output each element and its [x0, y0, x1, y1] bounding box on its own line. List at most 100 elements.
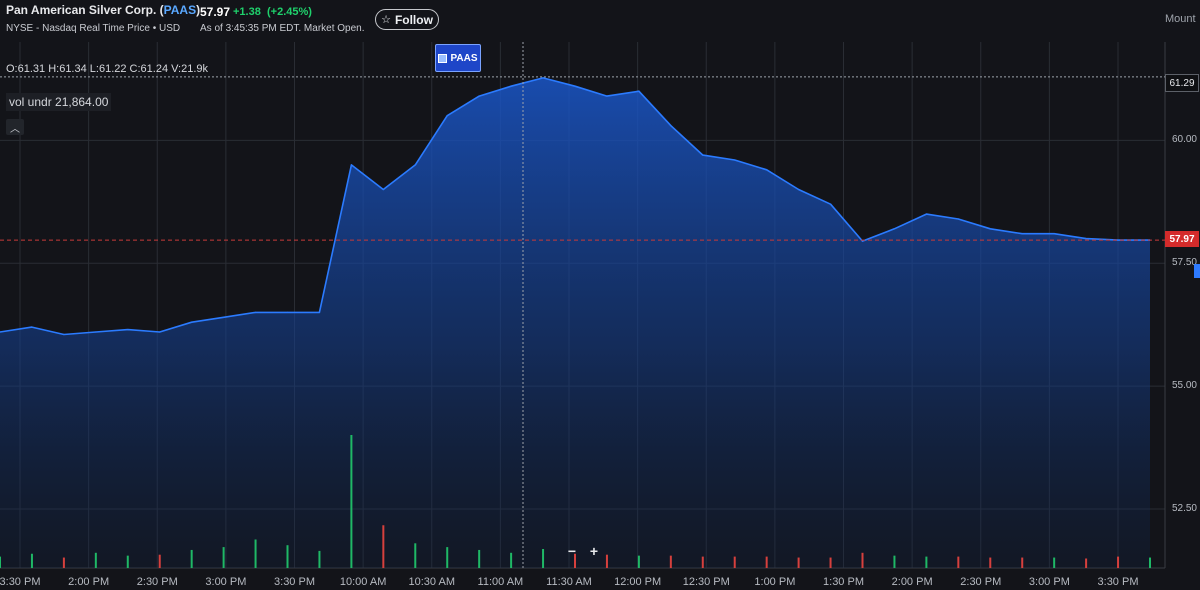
price-point — [191, 321, 193, 323]
volume-bar — [989, 557, 992, 568]
price-point — [1021, 233, 1023, 235]
price-point — [606, 95, 608, 97]
x-tick-label: 12:00 PM — [614, 576, 661, 588]
y-tick-label: 55.00 — [1171, 380, 1197, 392]
volume-bar — [510, 552, 513, 568]
price-point — [925, 213, 927, 215]
symbol-tag[interactable]: PAAS — [435, 44, 481, 72]
price-point — [574, 85, 576, 87]
chart-overlays — [0, 42, 1165, 568]
volume-bar — [574, 553, 576, 568]
volume-bar — [542, 549, 545, 568]
volume-bar — [158, 554, 161, 568]
volume-bar — [318, 550, 321, 568]
volume-bar — [478, 549, 481, 568]
volume-bar — [222, 547, 225, 568]
price-point — [702, 154, 704, 156]
x-tick-label: 3:00 PM — [1029, 576, 1070, 588]
volume-bar — [94, 552, 97, 568]
price-point — [861, 240, 864, 242]
price-point — [446, 115, 448, 117]
volume-bar — [126, 555, 129, 568]
price-point — [414, 164, 416, 166]
price-point — [829, 203, 832, 205]
x-tick-label: 1:30 PM — [823, 576, 864, 588]
x-tick-label: 2:00 PM — [892, 576, 933, 588]
price-point — [478, 95, 480, 97]
ticker-symbol[interactable]: PAAS — [163, 3, 197, 17]
price-point — [31, 326, 33, 328]
last-price: 57.97 — [200, 5, 231, 19]
volume-bars — [0, 435, 1151, 568]
price-point — [542, 77, 544, 79]
volume-bar — [190, 549, 193, 568]
overflow-tab[interactable]: Mount — [1165, 13, 1196, 25]
series-color-swatch — [438, 53, 448, 63]
volume-readout: vol undr 21,864.00 — [6, 93, 112, 111]
chevron-up-icon[interactable]: ︿ — [6, 119, 24, 135]
price-point — [350, 164, 352, 166]
volume-bar — [829, 557, 832, 568]
symbol-tag-label: PAAS — [450, 52, 478, 64]
price-change: +1.38 — [233, 6, 261, 18]
x-tick-label: 3:30 PM — [1098, 576, 1139, 588]
volume-bar — [925, 556, 928, 568]
quote-header: Pan American Silver Corp. (PAAS) NYSE - … — [0, 0, 1200, 40]
volume-bar — [1053, 557, 1056, 568]
zoom-controls: − + — [561, 542, 605, 560]
volume-bar — [1085, 558, 1088, 568]
follow-button[interactable]: ☆ Follow — [375, 9, 439, 30]
x-tick-label: 10:30 AM — [409, 576, 455, 588]
volume-bar — [30, 553, 33, 568]
quote-timestamp: As of 3:45:35 PM EDT. Market Open. — [200, 23, 365, 34]
volume-bar — [350, 435, 353, 568]
volume-bar — [62, 557, 65, 568]
y-tick-label: 57.50 — [1171, 257, 1197, 269]
volume-bar — [893, 555, 896, 568]
x-tick-label: 2:30 PM — [137, 576, 178, 588]
volume-bar — [861, 552, 864, 568]
price-point — [382, 188, 384, 191]
y-tick-label: 52.50 — [1171, 503, 1197, 514]
volume-bar — [1021, 557, 1024, 568]
volume-bar — [797, 557, 800, 568]
volume-bar — [286, 545, 289, 568]
x-tick-label: 1:00 PM — [754, 576, 795, 588]
volume-bar — [637, 555, 640, 568]
price-point — [1053, 233, 1055, 235]
y-tick-label: 60.00 — [1171, 134, 1197, 146]
price-area-fill — [0, 77, 1150, 569]
price-change-percent: (+2.45%) — [267, 6, 312, 18]
price-point — [798, 188, 800, 191]
price-point — [510, 85, 512, 87]
volume-bar — [0, 556, 1, 568]
exchange-info: NYSE - Nasdaq Real Time Price • USD — [6, 23, 181, 34]
x-tick-label: 3:30 PM — [0, 576, 40, 588]
zoom-out-button[interactable]: − — [567, 543, 577, 559]
x-tick-label: 10:00 AM — [340, 576, 386, 588]
price-point — [670, 124, 672, 127]
x-tick-label: 3:30 PM — [274, 576, 315, 588]
volume-bar — [605, 554, 608, 568]
volume-bar — [733, 556, 736, 568]
x-tick-label: 11:30 AM — [546, 576, 592, 588]
volume-bar — [1149, 557, 1151, 568]
price-point — [0, 331, 1, 333]
crosshair-price-label: 61.29 — [1165, 74, 1199, 92]
x-tick-label: 3:00 PM — [205, 576, 246, 588]
price-point — [1117, 239, 1119, 241]
x-tick-label: 11:00 AM — [478, 576, 524, 588]
company-title: Pan American Silver Corp. (PAAS) — [6, 3, 200, 17]
current-price-label: 57.97 — [1165, 231, 1199, 247]
price-point — [254, 311, 257, 313]
volume-bar — [701, 556, 704, 568]
axis-marker — [1194, 264, 1200, 278]
x-tick-label: 2:00 PM — [68, 576, 109, 588]
price-point — [734, 159, 736, 161]
price-point — [989, 228, 991, 230]
price-point — [638, 90, 640, 92]
ticker-open-paren: ( — [159, 3, 164, 17]
price-point — [223, 316, 225, 318]
zoom-in-button[interactable]: + — [589, 543, 599, 559]
